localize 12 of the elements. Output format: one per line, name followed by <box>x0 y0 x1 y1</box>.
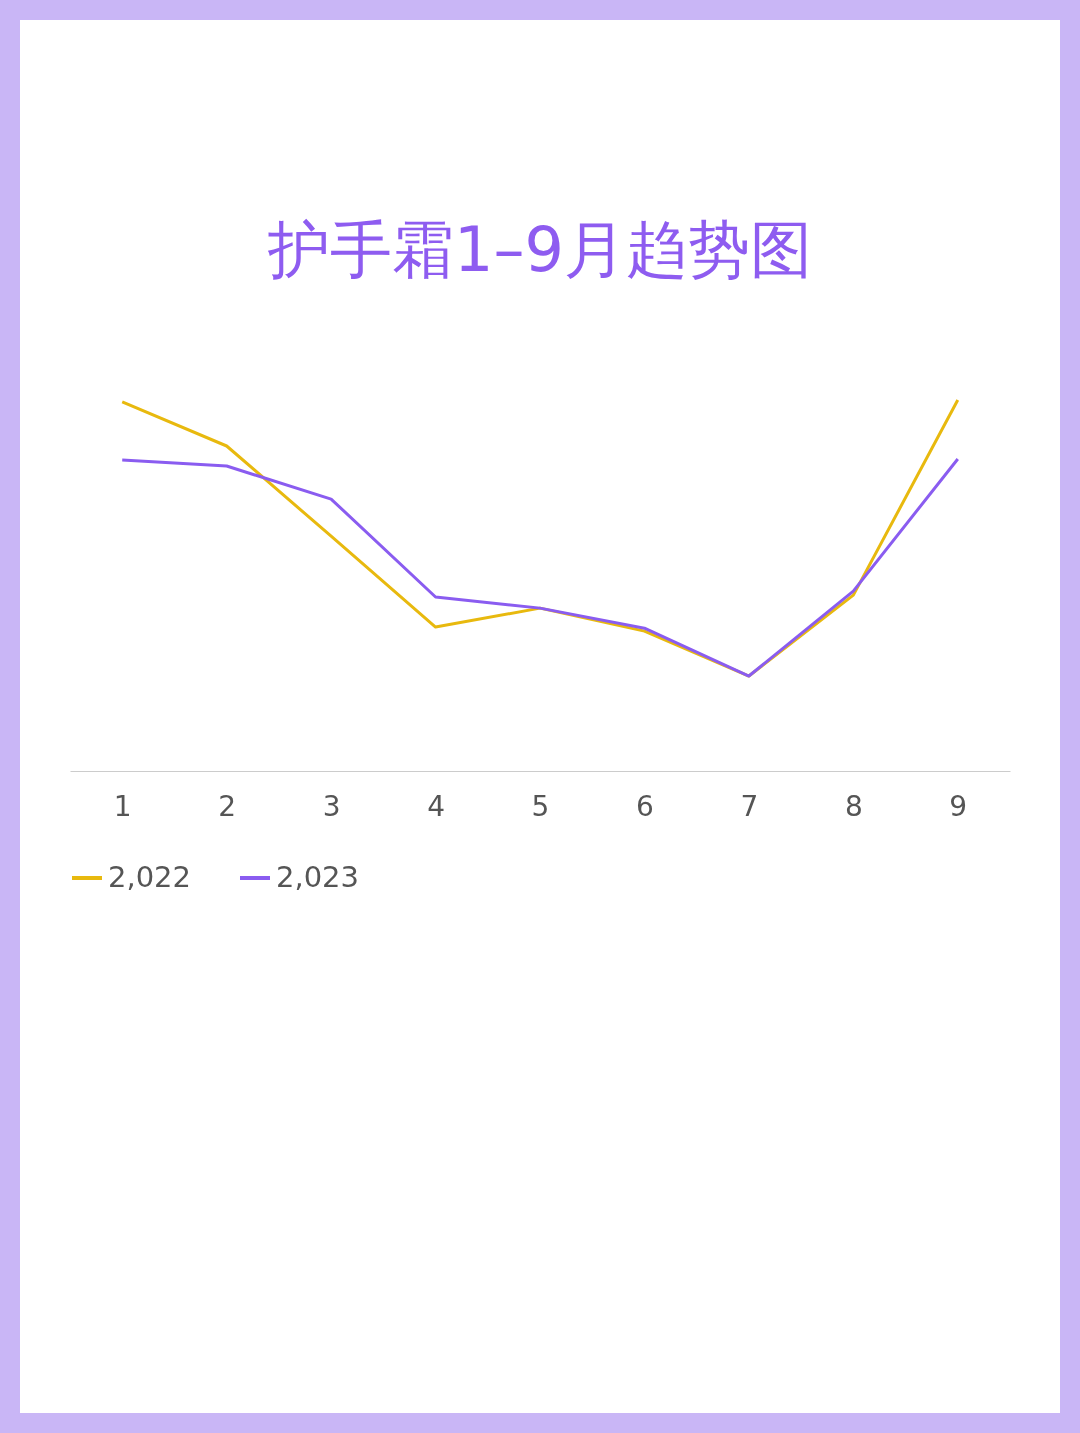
x-tick-label: 9 <box>949 789 968 823</box>
x-tick-label: 3 <box>322 789 341 823</box>
legend-label: 2,022 <box>108 860 192 894</box>
x-tick-label: 8 <box>844 789 863 823</box>
x-tick-label: 6 <box>636 789 654 823</box>
x-tick-label: 1 <box>113 789 132 823</box>
x-tick-label: 5 <box>531 789 550 823</box>
x-tick-label: 4 <box>427 789 445 823</box>
legend-label: 2,023 <box>276 860 360 894</box>
x-tick-label: 7 <box>740 789 759 823</box>
chart-title: 护手霜1–9月趋势图 <box>267 212 812 286</box>
x-tick-label: 2 <box>218 789 237 823</box>
